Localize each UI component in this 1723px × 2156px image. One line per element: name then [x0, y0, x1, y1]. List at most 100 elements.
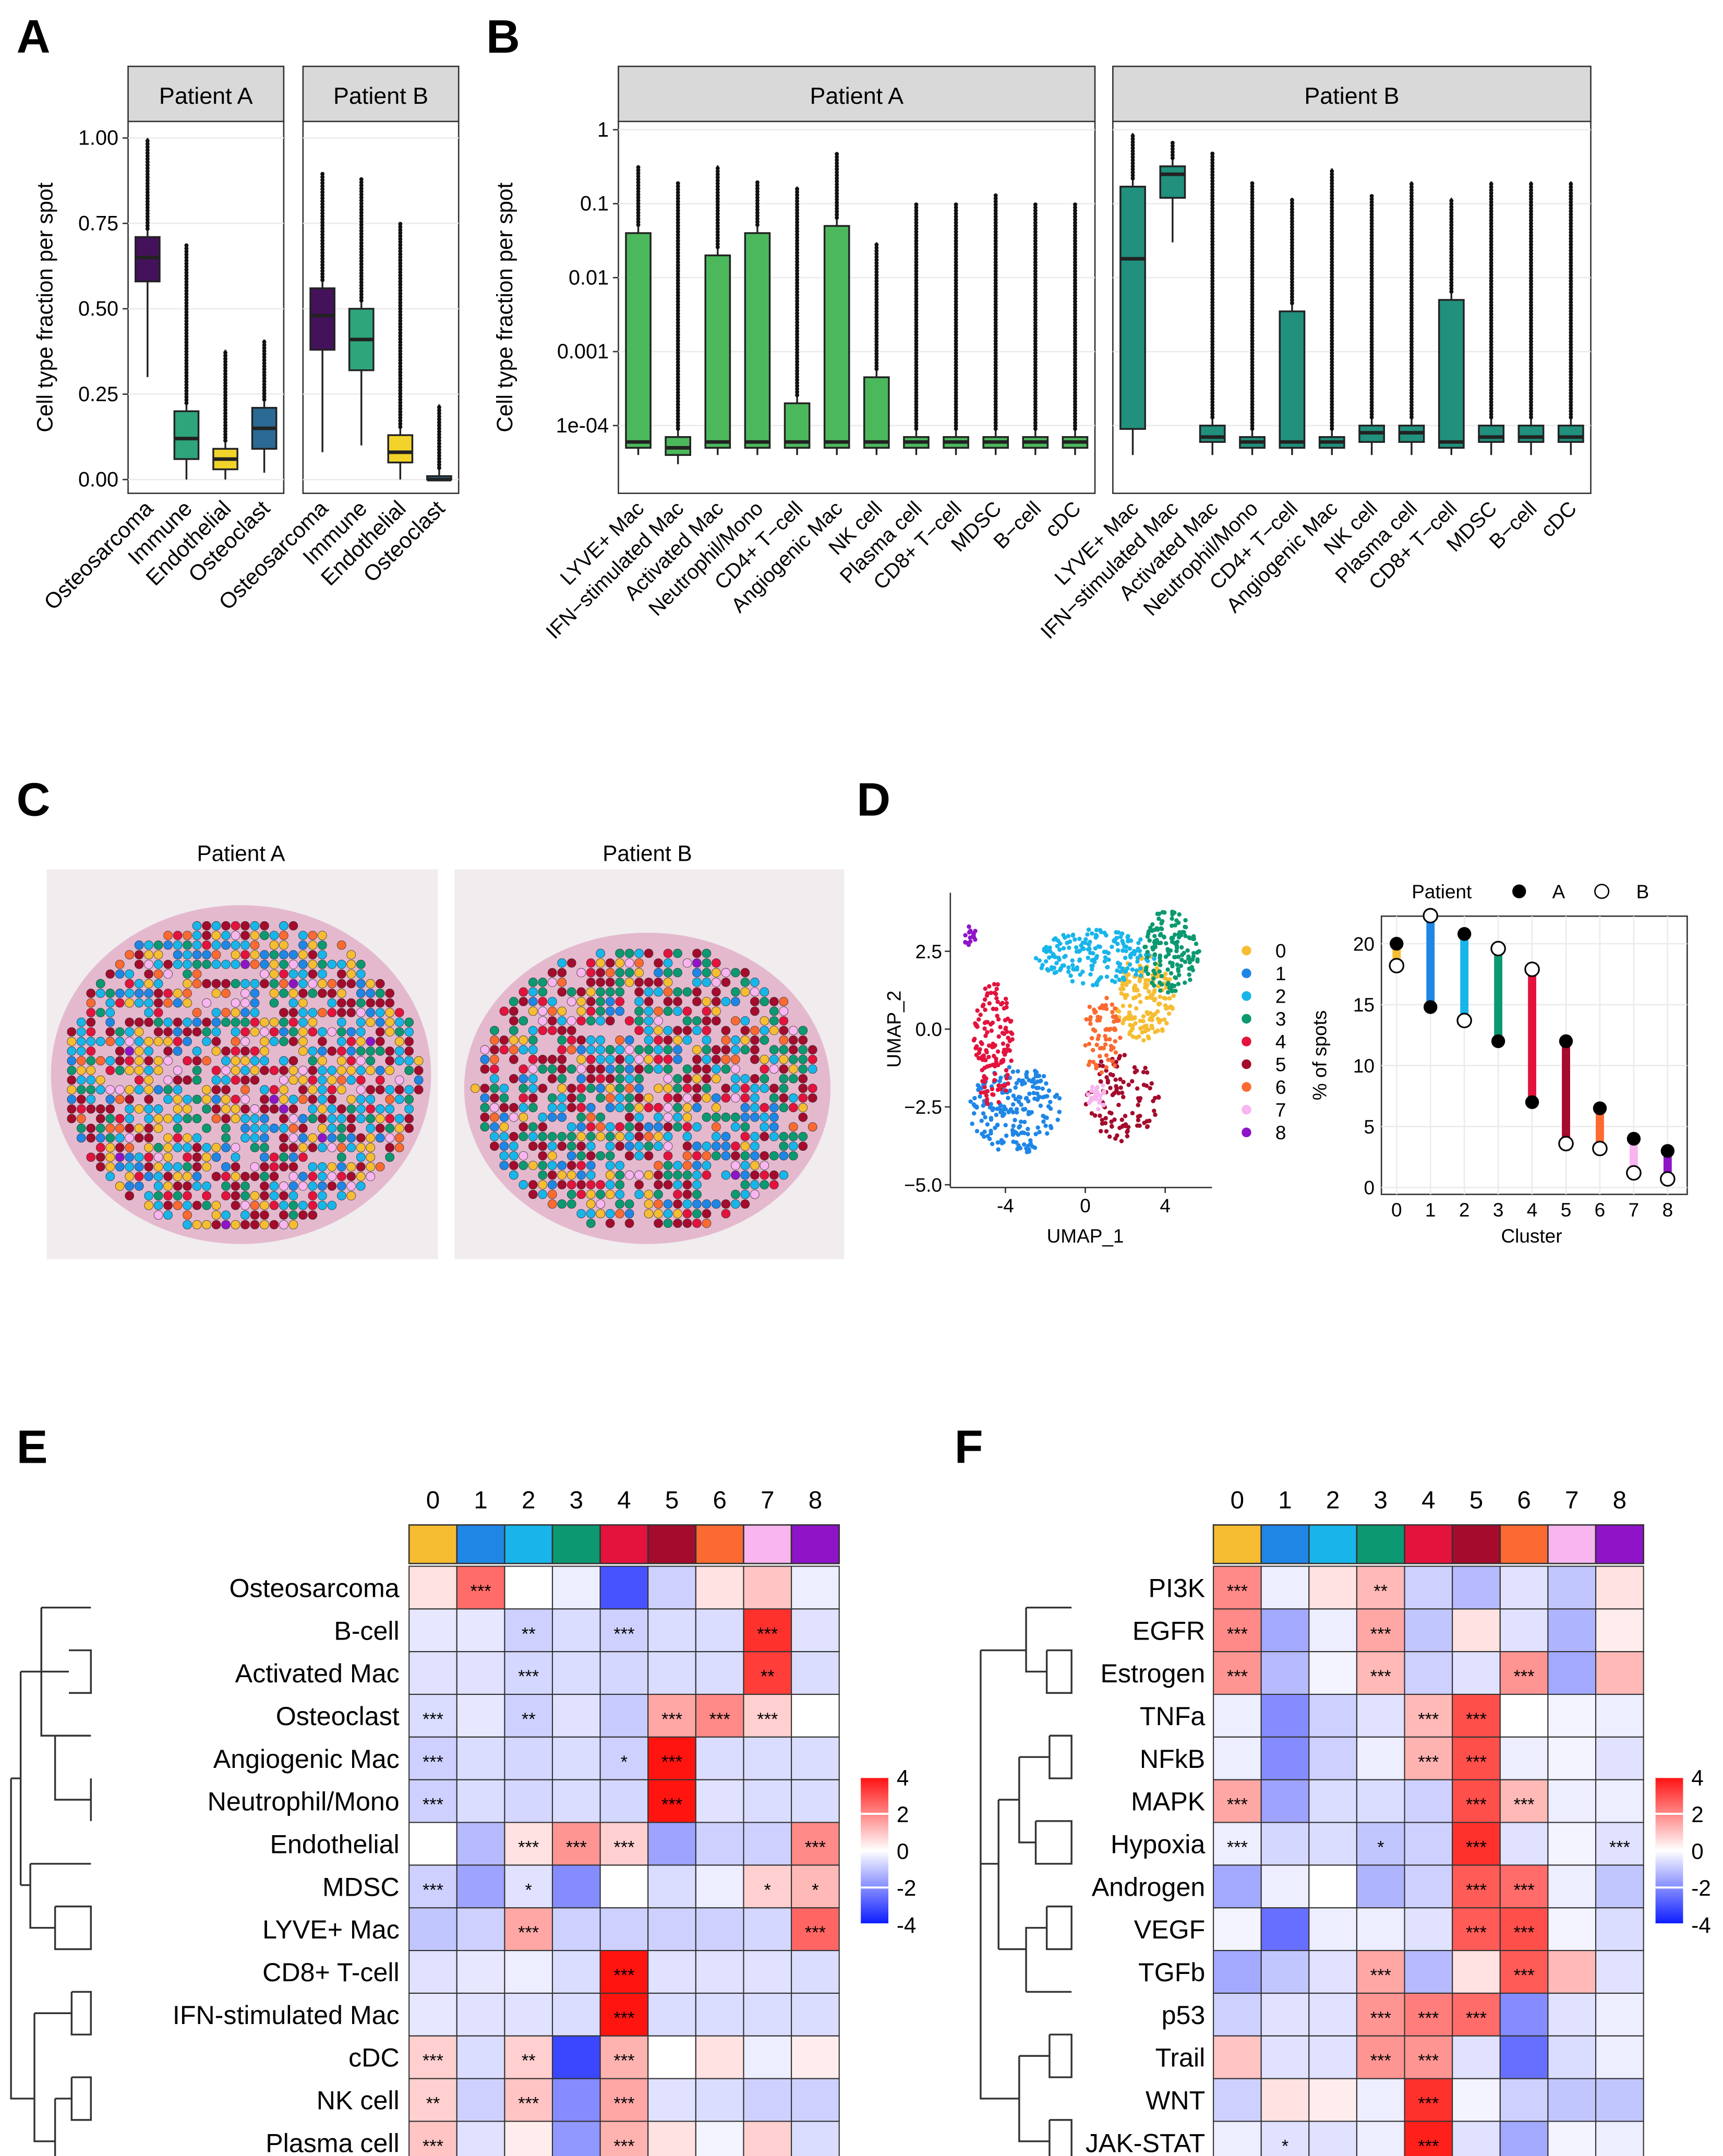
box-outlier: [398, 319, 403, 323]
heat-cell: [456, 1992, 505, 2037]
umap-point-cluster-4: [990, 1087, 995, 1091]
umap-point-cluster-4: [992, 982, 997, 986]
spot: [394, 1046, 404, 1056]
heat-cell: [1404, 1822, 1453, 1866]
spot: [336, 979, 346, 989]
spot: [202, 1037, 211, 1046]
umap-point-cluster-2: [1073, 937, 1077, 942]
spot: [567, 1045, 576, 1055]
umap-point-cluster-5: [1117, 1125, 1122, 1130]
umap-point-cluster-7: [1101, 1102, 1105, 1107]
umap-point-cluster-5: [1123, 1124, 1128, 1128]
spot: [547, 1006, 557, 1016]
heat-cell: [1260, 1736, 1310, 1780]
umap-point-cluster-1: [1055, 1117, 1060, 1122]
legend-label: 0: [1275, 940, 1286, 961]
spot: [153, 1172, 163, 1182]
spot: [192, 1027, 202, 1037]
spot: [385, 1133, 395, 1143]
box-outlier: [262, 358, 267, 363]
umap-point-cluster-0: [1149, 993, 1153, 998]
spot: [490, 1083, 499, 1093]
significance-stars: ***: [805, 1923, 826, 1943]
umap-point-cluster-5: [1125, 1134, 1130, 1139]
umap-point-cluster-3: [1186, 954, 1191, 959]
spot: [567, 1035, 576, 1045]
spot: [250, 1104, 260, 1114]
spot: [586, 1045, 596, 1055]
significance-stars: ***: [1418, 1752, 1439, 1772]
box-outlier: [262, 379, 267, 384]
spot: [67, 1075, 77, 1085]
spot: [240, 950, 250, 960]
umap-point-cluster-0: [1167, 996, 1172, 1001]
box-outlier: [398, 400, 403, 405]
y-tick-label: −2.5: [904, 1097, 942, 1118]
umap-point-cluster-0: [1163, 971, 1168, 977]
umap-point-cluster-0: [1138, 999, 1143, 1004]
spot: [153, 998, 163, 1008]
box-outlier: [1033, 202, 1038, 207]
umap-point-cluster-6: [1113, 1050, 1118, 1055]
spot: [576, 1074, 586, 1083]
dendrogram-branch: [70, 2076, 92, 2121]
spot: [240, 1133, 250, 1143]
dendrogram-branch: [1049, 2119, 1073, 2156]
row-label: IFN-stimulated Mac: [173, 2001, 400, 2030]
spot: [260, 1046, 269, 1056]
spot: [240, 1046, 250, 1056]
umap-point-cluster-5: [1149, 1081, 1154, 1086]
spot: [153, 979, 163, 989]
umap-point-cluster-7: [1094, 1089, 1099, 1094]
heat-cell: [408, 1608, 457, 1653]
box-outlier: [223, 390, 227, 394]
spot: [808, 1055, 817, 1064]
heat-cell: [1308, 1693, 1358, 1738]
spot: [663, 1055, 673, 1064]
spot: [586, 1151, 596, 1161]
spot: [183, 1027, 192, 1037]
umap-point-cluster-2: [1105, 965, 1110, 970]
spot: [192, 1142, 202, 1152]
box-outlier: [398, 418, 403, 423]
heat-cell: [695, 1779, 744, 1823]
umap-point-cluster-5: [1099, 1059, 1104, 1064]
spot: [240, 1200, 250, 1210]
spot: [644, 1093, 654, 1103]
umap-point-cluster-3: [1168, 971, 1174, 975]
spot: [509, 1045, 519, 1055]
box-outlier: [398, 294, 403, 299]
spot: [769, 1083, 779, 1093]
umap-point-cluster-5: [1144, 1083, 1149, 1088]
umap-point-cluster-0: [1134, 1006, 1139, 1011]
umap-point-cluster-3: [1183, 980, 1187, 985]
heat-cell: [1452, 2078, 1501, 2122]
heat-cell: [695, 1950, 744, 1994]
umap-point-cluster-2: [1118, 969, 1123, 974]
spot: [740, 1026, 750, 1035]
spot: [346, 950, 356, 960]
umap-point-cluster-4: [980, 1079, 985, 1083]
spot: [654, 1064, 663, 1074]
spot: [279, 1191, 288, 1201]
spot: [624, 1131, 634, 1141]
spot: [692, 948, 702, 958]
y-axis-label: Cell type fraction per spot: [492, 183, 517, 432]
cluster-color-bar: [647, 1524, 697, 1564]
spot: [586, 1103, 596, 1113]
spot: [86, 998, 96, 1008]
spot: [202, 1200, 211, 1210]
box-outlier: [145, 211, 150, 216]
spot: [605, 1045, 615, 1055]
heat-cell: [1404, 1950, 1453, 1994]
spot: [576, 1209, 586, 1219]
heat-cell: [551, 1651, 601, 1695]
spot: [134, 1172, 144, 1182]
spot: [480, 1093, 490, 1103]
heat-cell: [551, 2035, 601, 2079]
umap-point-cluster-4: [986, 1055, 991, 1059]
spot: [605, 1209, 615, 1219]
umap-point-cluster-6: [1089, 1036, 1094, 1041]
spot: [115, 969, 125, 979]
